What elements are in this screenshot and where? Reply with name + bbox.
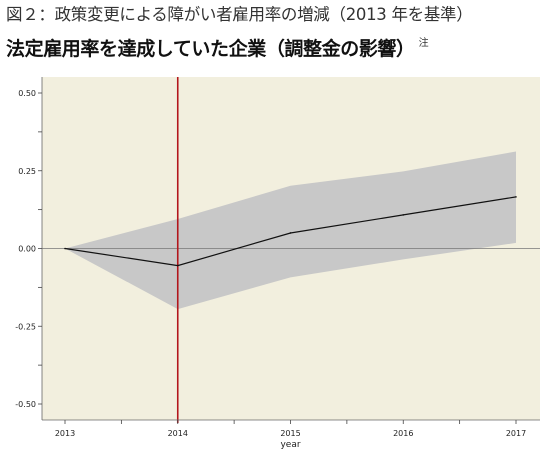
series-point: [515, 196, 517, 198]
series-point: [289, 232, 292, 234]
x-tick-label: 2013: [55, 429, 75, 438]
series-layer: [64, 196, 517, 267]
chart-title-row: 法定雇用率を達成していた企業（調整金の影響）注: [6, 36, 429, 62]
series-point: [64, 247, 66, 250]
y-tick-label: -0.25: [15, 322, 36, 331]
x-tick-label: 2017: [506, 429, 526, 438]
note-mark: 注: [418, 38, 429, 49]
y-tick-label: -0.50: [15, 400, 36, 409]
x-tick-label: 2016: [393, 429, 413, 438]
y-axis: 0.50 0.25 0.00 -0.25 -0.50: [15, 77, 43, 420]
y-tick-label: 0.25: [18, 167, 36, 176]
chart-title: 法定雇用率を達成していた企業（調整金の影響）: [6, 38, 415, 60]
figure-label: 図２：政策変更による障がい者雇用率の増減（2013 年を基準）: [6, 5, 473, 24]
series-point: [176, 264, 179, 267]
x-axis-label: year: [280, 440, 300, 450]
x-axis: 2013 2014 2015 2016 2017 year: [42, 419, 540, 450]
y-tick-label: 0.50: [18, 89, 36, 98]
y-tick-label: 0.00: [18, 245, 36, 254]
x-tick-label: 2015: [280, 429, 300, 438]
series-point: [402, 214, 405, 216]
x-tick-label: 2014: [168, 429, 188, 438]
